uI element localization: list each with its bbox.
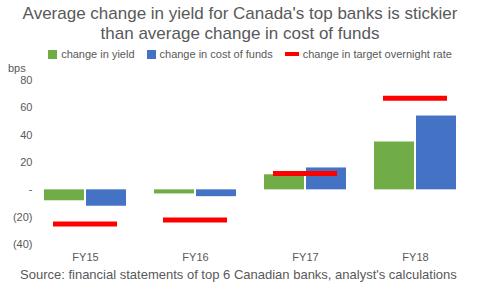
html-text:Source: financial statements o: Source: financial statements of top 6 Ca… bbox=[20, 267, 457, 282]
svg-text:-: - bbox=[29, 183, 33, 195]
svg-text:40: 40 bbox=[20, 129, 32, 141]
svg-text:(40): (40) bbox=[13, 238, 33, 250]
svg-text:(20): (20) bbox=[13, 211, 33, 223]
html-text:change in target overnight rat: change in target overnight rate bbox=[302, 48, 452, 60]
html-text:bps: bps bbox=[8, 62, 26, 74]
svg-text:FY18: FY18 bbox=[402, 251, 428, 263]
html-text:change in yield: change in yield bbox=[61, 48, 135, 60]
svg-text:FY16: FY16 bbox=[182, 251, 208, 263]
svg-text:60: 60 bbox=[20, 101, 32, 113]
html-text:change in cost of funds: change in cost of funds bbox=[159, 48, 273, 60]
svg-text:FY17: FY17 bbox=[292, 251, 318, 263]
svg-text:80: 80 bbox=[20, 74, 32, 86]
svg-text:20: 20 bbox=[20, 156, 32, 168]
svg-text:FY15: FY15 bbox=[72, 251, 98, 263]
html-text:Average change in yield for Ca: Average change in yield for Canada's top… bbox=[22, 4, 458, 43]
